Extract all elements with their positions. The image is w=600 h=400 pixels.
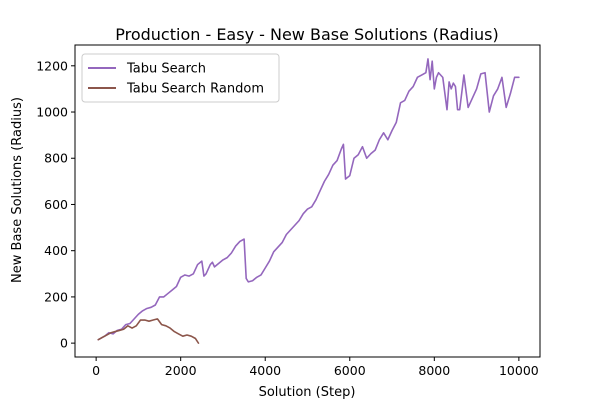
y-tick-label: 0 — [60, 336, 68, 351]
y-tick-label: 200 — [44, 289, 68, 304]
x-tick-label: 0 — [92, 363, 100, 378]
legend-label-tabu-search: Tabu Search — [126, 62, 206, 77]
x-tick-label: 6000 — [334, 363, 366, 378]
legend: Tabu Search Tabu Search Random — [81, 53, 280, 103]
x-tick-label: 4000 — [249, 363, 281, 378]
y-axis-title: New Base Solutions (Radius) — [10, 97, 25, 283]
plot-frame — [74, 44, 541, 358]
plot-marks — [97, 58, 520, 344]
series-line-tabu-search — [97, 58, 520, 341]
y-tick-label: 1200 — [36, 58, 68, 73]
series-line-tabu-search-random — [97, 318, 200, 344]
y-tick-label: 1000 — [36, 105, 68, 120]
x-tick-label: 8000 — [418, 363, 450, 378]
y-tick-label: 800 — [44, 151, 68, 166]
x-tick-label: 10000 — [499, 363, 539, 378]
x-axis-title: Solution (Step) — [259, 385, 356, 400]
legend-label-tabu-search-random: Tabu Search Random — [126, 82, 264, 97]
axes: 0 2000 4000 6000 8000 10000 0 200 400 600 800 1000 1… — [36, 44, 541, 378]
x-tick-label: 2000 — [165, 363, 197, 378]
y-tick-label: 400 — [44, 243, 68, 258]
legend-box — [81, 53, 280, 103]
chart-title: Production - Easy - New Base Solutions (… — [115, 25, 499, 44]
y-tick-label: 600 — [44, 197, 68, 212]
